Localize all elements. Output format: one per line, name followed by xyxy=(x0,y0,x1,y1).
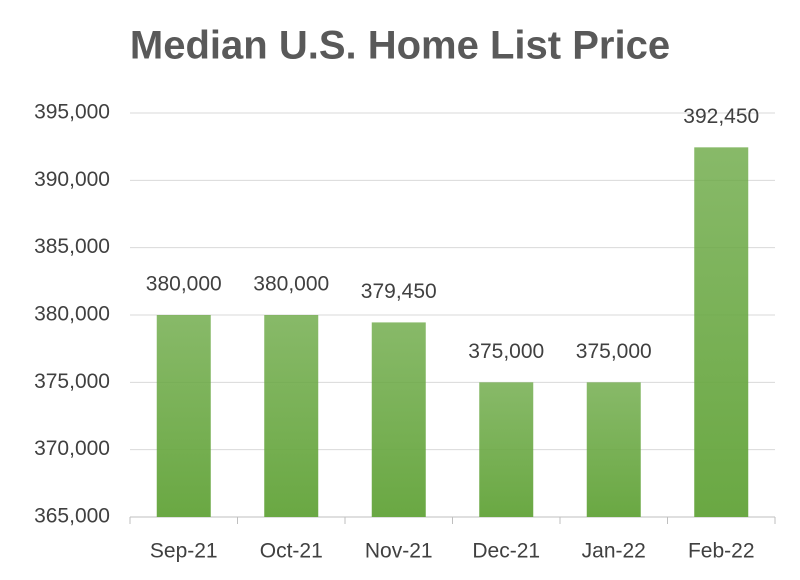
data-label: 380,000 xyxy=(146,273,222,296)
data-label: 380,000 xyxy=(253,273,329,296)
data-label: 379,450 xyxy=(361,280,437,303)
y-tick-label: 390,000 xyxy=(34,168,110,191)
y-tick-label: 375,000 xyxy=(34,370,110,393)
x-tick-label: Dec-21 xyxy=(472,540,540,563)
y-tick-label: 385,000 xyxy=(34,235,110,258)
x-tick-label: Feb-22 xyxy=(688,540,755,563)
bar xyxy=(156,315,211,517)
bar xyxy=(371,322,426,517)
chart-title: Median U.S. Home List Price xyxy=(130,24,670,68)
x-tick-label: Nov-21 xyxy=(365,540,433,563)
data-label: 392,450 xyxy=(683,105,759,128)
x-tick-label: Jan-22 xyxy=(582,540,646,563)
y-tick-label: 365,000 xyxy=(34,505,110,528)
y-tick-label: 395,000 xyxy=(34,101,110,124)
bar xyxy=(264,315,319,517)
y-tick-label: 380,000 xyxy=(34,303,110,326)
x-tick-label: Oct-21 xyxy=(260,540,323,563)
bar xyxy=(694,147,749,517)
y-tick-label: 370,000 xyxy=(34,437,110,460)
bar xyxy=(479,382,534,517)
x-tick-label: Sep-21 xyxy=(150,540,218,563)
data-label: 375,000 xyxy=(468,340,544,363)
data-label: 375,000 xyxy=(576,340,652,363)
bar xyxy=(586,382,641,517)
